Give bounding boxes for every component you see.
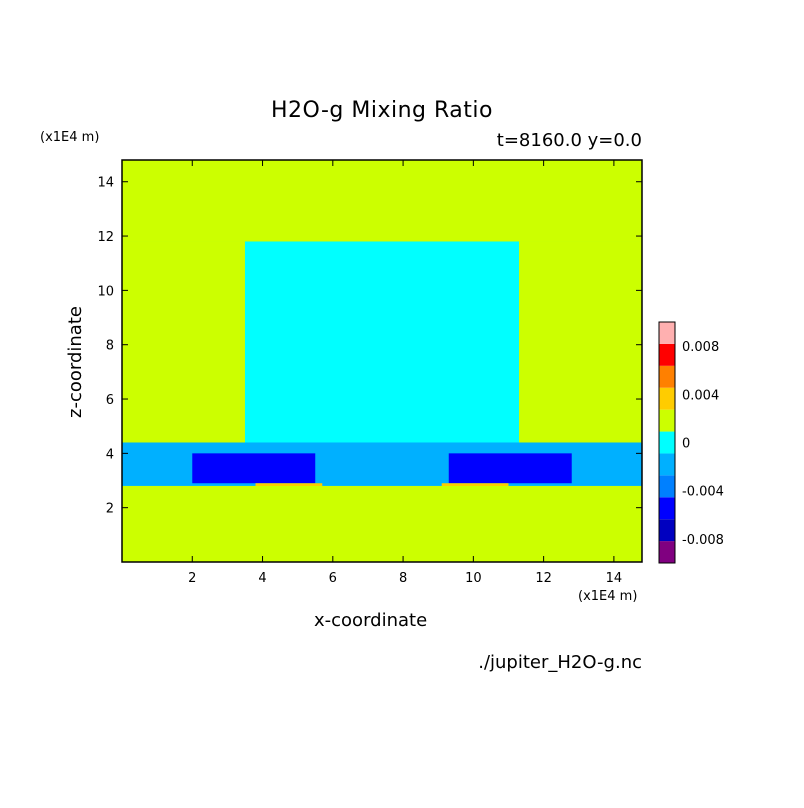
x-tick-label: 2 bbox=[188, 571, 196, 586]
contour-region-core-left bbox=[192, 453, 316, 484]
source-filename: ./jupiter_H2O-g.nc bbox=[478, 652, 642, 673]
colorbar-label: 0 bbox=[682, 437, 690, 452]
x-tick-label: 6 bbox=[329, 571, 337, 586]
x-axis-label: x-coordinate bbox=[314, 610, 428, 631]
contour-region-core-right bbox=[448, 453, 572, 484]
time-label: t=8160.0 y=0.0 bbox=[496, 130, 642, 151]
colorbar-swatch bbox=[659, 475, 675, 498]
x-tick-label: 12 bbox=[535, 571, 552, 586]
colorbar-label: -0.008 bbox=[682, 533, 724, 548]
y-tick-label: 2 bbox=[106, 502, 114, 517]
x-tick-label: 10 bbox=[465, 571, 482, 586]
colorbar-swatch bbox=[659, 431, 675, 454]
colorbar-swatch bbox=[659, 409, 675, 432]
colorbar-swatch bbox=[659, 387, 675, 410]
colorbar-swatch bbox=[659, 365, 675, 388]
contour-region-central-plume bbox=[244, 241, 520, 448]
y-tick-label: 14 bbox=[97, 176, 114, 191]
colorbar-swatch bbox=[659, 343, 675, 366]
contour-region-lower-layer bbox=[122, 485, 642, 562]
y-tick-label: 10 bbox=[97, 284, 114, 299]
colorbar-label: 0.004 bbox=[682, 388, 719, 403]
y-tick-label: 8 bbox=[106, 339, 114, 354]
colorbar-swatch bbox=[659, 322, 675, 344]
contour-region-upper-layer bbox=[122, 160, 642, 242]
y-tick-label: 12 bbox=[97, 230, 114, 245]
x-tick-label: 14 bbox=[606, 571, 623, 586]
plot-frame bbox=[121, 159, 643, 563]
x-axis-units: (x1E4 m) bbox=[578, 589, 638, 604]
y-tick-label: 6 bbox=[106, 393, 114, 408]
y-axis-label: z-coordinate bbox=[65, 306, 86, 418]
colorbar-swatch bbox=[659, 541, 675, 563]
y-tick-label: 4 bbox=[106, 447, 114, 462]
chart-title: H2O-g Mixing Ratio bbox=[271, 98, 493, 123]
x-tick-label: 8 bbox=[399, 571, 407, 586]
x-tick-label: 4 bbox=[258, 571, 266, 586]
colorbar-swatch bbox=[659, 497, 675, 520]
colorbar-label: 0.008 bbox=[682, 340, 719, 355]
colorbar-label: -0.004 bbox=[682, 485, 724, 500]
colorbar-swatch bbox=[659, 519, 675, 542]
colorbar-frame bbox=[658, 321, 676, 564]
colorbar-swatch bbox=[659, 453, 675, 476]
y-axis-units: (x1E4 m) bbox=[40, 130, 100, 145]
